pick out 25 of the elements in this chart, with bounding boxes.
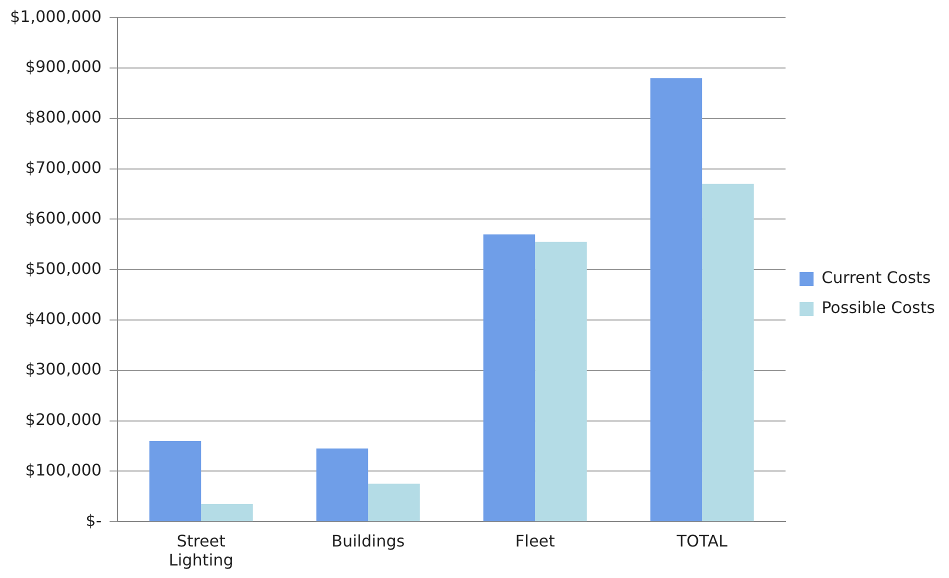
- legend-label: Current Costs: [822, 268, 931, 288]
- y-tick-label: $200,000: [25, 410, 102, 429]
- bar: [316, 448, 368, 522]
- bar: [149, 440, 202, 522]
- x-tick-label: Buildings: [331, 531, 405, 550]
- y-tick-label: $600,000: [25, 208, 102, 228]
- bar: [650, 78, 702, 522]
- y-tick-label: $100,000: [25, 460, 102, 480]
- x-tick-label: Street Lighting: [168, 531, 234, 570]
- y-tick-label: $300,000: [25, 360, 102, 379]
- x-tick-label: Fleet: [515, 531, 555, 550]
- y-tick-label: $-: [86, 510, 102, 530]
- x-tick-label: TOTAL: [676, 531, 728, 550]
- bar: [201, 504, 253, 522]
- y-tick-label: $400,000: [25, 309, 102, 328]
- bar: [702, 184, 754, 522]
- y-tick-label: $500,000: [25, 258, 102, 278]
- y-tick-label: $1,000,000: [10, 6, 102, 26]
- bar: [483, 234, 536, 522]
- y-tick-label: $800,000: [25, 108, 102, 127]
- bar: [535, 242, 587, 522]
- bar: [368, 484, 420, 522]
- legend-label: Possible Costs: [822, 298, 935, 318]
- y-tick-label: $900,000: [25, 57, 102, 76]
- y-tick-label: $700,000: [25, 158, 102, 177]
